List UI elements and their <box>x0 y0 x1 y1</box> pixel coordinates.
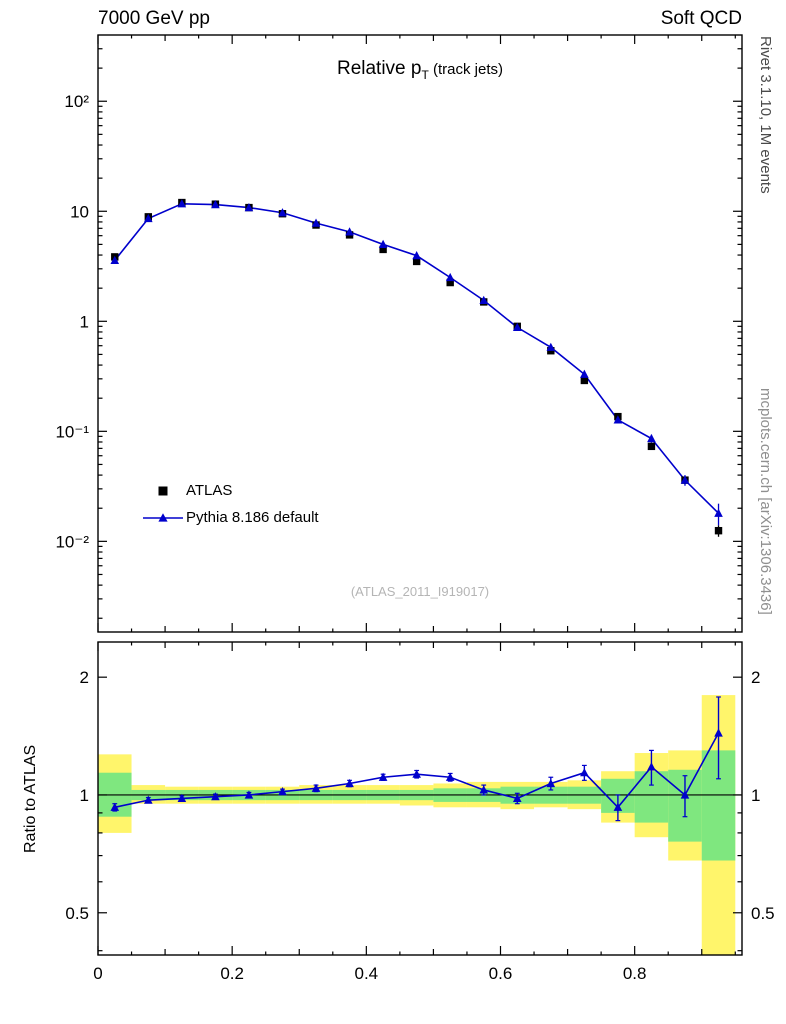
svg-text:0.2: 0.2 <box>220 964 244 983</box>
axis-labels: 10² 10 1 10⁻¹ 10⁻² 2 2 1 1 0.5 0.5 0 0.2 0.4 0.6 0.8 <box>55 92 774 983</box>
plot-title: Relative pT (track jets) <box>98 58 742 82</box>
svg-text:10⁻²: 10⁻² <box>55 532 89 551</box>
legend-label-atlas: ATLAS <box>186 482 233 499</box>
ratio-uncertainty-bands <box>98 695 742 955</box>
svg-text:0.5: 0.5 <box>65 904 89 923</box>
header-process-label: Soft QCD <box>660 8 742 29</box>
pythia-line <box>114 202 720 514</box>
plot-title-subscript: T <box>421 67 429 82</box>
svg-text:10²: 10² <box>64 92 89 111</box>
svg-text:1: 1 <box>80 312 89 331</box>
axes <box>97 34 743 956</box>
svg-text:1: 1 <box>80 786 89 805</box>
svg-text:0.4: 0.4 <box>355 964 379 983</box>
mcplots-citation-note: mcplots.cern.ch [arXiv:1306.3436] <box>757 388 774 615</box>
svg-text:10⁻¹: 10⁻¹ <box>55 422 89 441</box>
svg-text:2: 2 <box>751 668 760 687</box>
pythia-triangle-line-icon <box>140 512 186 524</box>
ratio-axis-title: Ratio to ATLAS <box>22 744 39 853</box>
svg-text:0.6: 0.6 <box>489 964 513 983</box>
header-beam-label: 7000 GeV pp <box>98 8 210 29</box>
legend: ATLAS Pythia 8.186 default <box>140 477 319 531</box>
legend-row-atlas: ATLAS <box>140 477 319 504</box>
plot-title-tail: (track jets) <box>428 61 504 78</box>
main-series <box>110 198 723 537</box>
svg-text:0.5: 0.5 <box>751 904 775 923</box>
atlas-square-icon <box>140 485 186 497</box>
legend-label-pythia: Pythia 8.186 default <box>186 509 319 526</box>
legend-row-pythia: Pythia 8.186 default <box>140 504 319 531</box>
svg-text:0: 0 <box>93 964 102 983</box>
plot-title-lead: Relative p <box>336 58 422 79</box>
svg-text:10: 10 <box>70 202 89 221</box>
ratio-series <box>110 696 723 822</box>
svg-text:2: 2 <box>80 668 89 687</box>
svg-text:0.8: 0.8 <box>623 964 647 983</box>
svg-text:1: 1 <box>751 786 760 805</box>
rivet-version-note: Rivet 3.1.10, 1M events <box>757 36 774 194</box>
analysis-watermark: (ATLAS_2011_I919017) <box>350 584 490 599</box>
